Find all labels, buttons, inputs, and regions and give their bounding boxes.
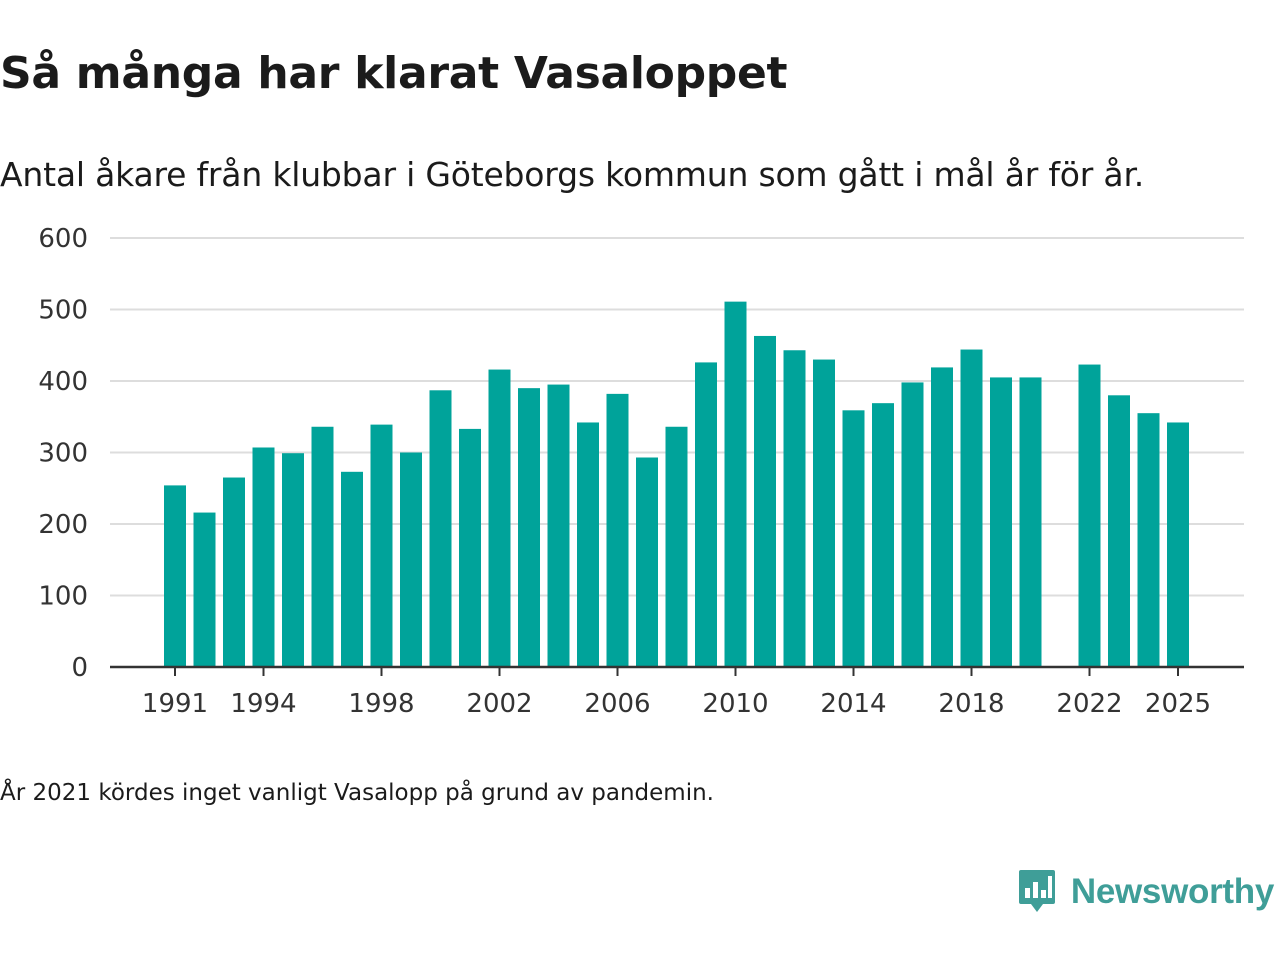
bar-2000 [429, 390, 452, 667]
bar-2017 [931, 367, 953, 667]
bar-2010 [724, 301, 747, 667]
x-tick-label: 2002 [466, 689, 532, 719]
brand-logo: Newsworthy [1017, 868, 1274, 916]
y-tick-label: 200 [38, 510, 88, 540]
bar-series [164, 301, 1189, 667]
bar-2020 [1019, 377, 1042, 667]
bar-1999 [400, 452, 422, 667]
bar-chart: 1991 1994 1998 2002 2006 2010 2014 2018 2022 2025… [38, 224, 1244, 719]
bar-2023 [1108, 395, 1130, 667]
x-tick-label: 1994 [230, 689, 296, 719]
bar-2016 [901, 382, 924, 667]
y-tick-label: 400 [38, 367, 88, 397]
bar-2002 [488, 369, 511, 667]
bar-1992 [193, 512, 216, 667]
bar-1993 [223, 477, 245, 667]
x-axis-ticks: 1991 1994 1998 2002 2006 2010 2014 2018 2022 2025 [142, 667, 1211, 719]
newsworthy-logo-icon [1018, 870, 1055, 912]
bar-1994 [252, 447, 275, 667]
bar-2012 [783, 350, 806, 667]
bar-2008 [665, 426, 688, 667]
y-tick-label: 500 [38, 296, 88, 326]
x-tick-label: 1998 [348, 689, 414, 719]
bar-1997 [341, 471, 363, 667]
x-tick-label: 1991 [142, 689, 208, 719]
bar-2022 [1078, 364, 1101, 667]
footnote: År 2021 kördes inget vanligt Vasalopp på… [0, 780, 714, 806]
bar-2004 [547, 384, 570, 667]
x-tick-label: 2006 [584, 689, 650, 719]
bar-2007 [636, 457, 658, 667]
y-tick-label: 100 [38, 582, 88, 612]
bar-2001 [459, 428, 481, 667]
y-axis-ticks: 0 100 200 300 400 500 600 [38, 224, 88, 683]
bar-2005 [577, 422, 599, 667]
x-tick-label: 2014 [820, 689, 886, 719]
x-tick-label: 2010 [702, 689, 768, 719]
chart-subtitle: Antal åkare från klubbar i Göteborgs kom… [0, 155, 1145, 194]
bar-2018 [960, 349, 983, 667]
x-tick-label: 2022 [1056, 689, 1122, 719]
bar-2019 [990, 377, 1012, 667]
brand-name: Newsworthy [1070, 872, 1274, 911]
x-tick-label: 2025 [1145, 689, 1211, 719]
bar-1996 [311, 426, 334, 667]
x-tick-label: 2018 [938, 689, 1004, 719]
bar-1998 [370, 424, 393, 667]
y-tick-label: 300 [38, 439, 88, 469]
bar-1991 [164, 485, 186, 667]
bar-2006 [606, 393, 629, 667]
bar-2025 [1167, 422, 1189, 667]
y-tick-label: 0 [71, 653, 88, 683]
bar-2003 [518, 388, 540, 667]
bar-2014 [842, 410, 865, 667]
bar-2013 [813, 359, 835, 667]
bar-2009 [695, 362, 717, 667]
chart-title: Så många har klarat Vasaloppet [0, 48, 788, 99]
bar-2015 [872, 403, 894, 667]
bar-1995 [282, 453, 304, 667]
bar-2011 [754, 335, 776, 667]
bar-2024 [1137, 413, 1160, 667]
y-tick-label: 600 [38, 224, 88, 254]
